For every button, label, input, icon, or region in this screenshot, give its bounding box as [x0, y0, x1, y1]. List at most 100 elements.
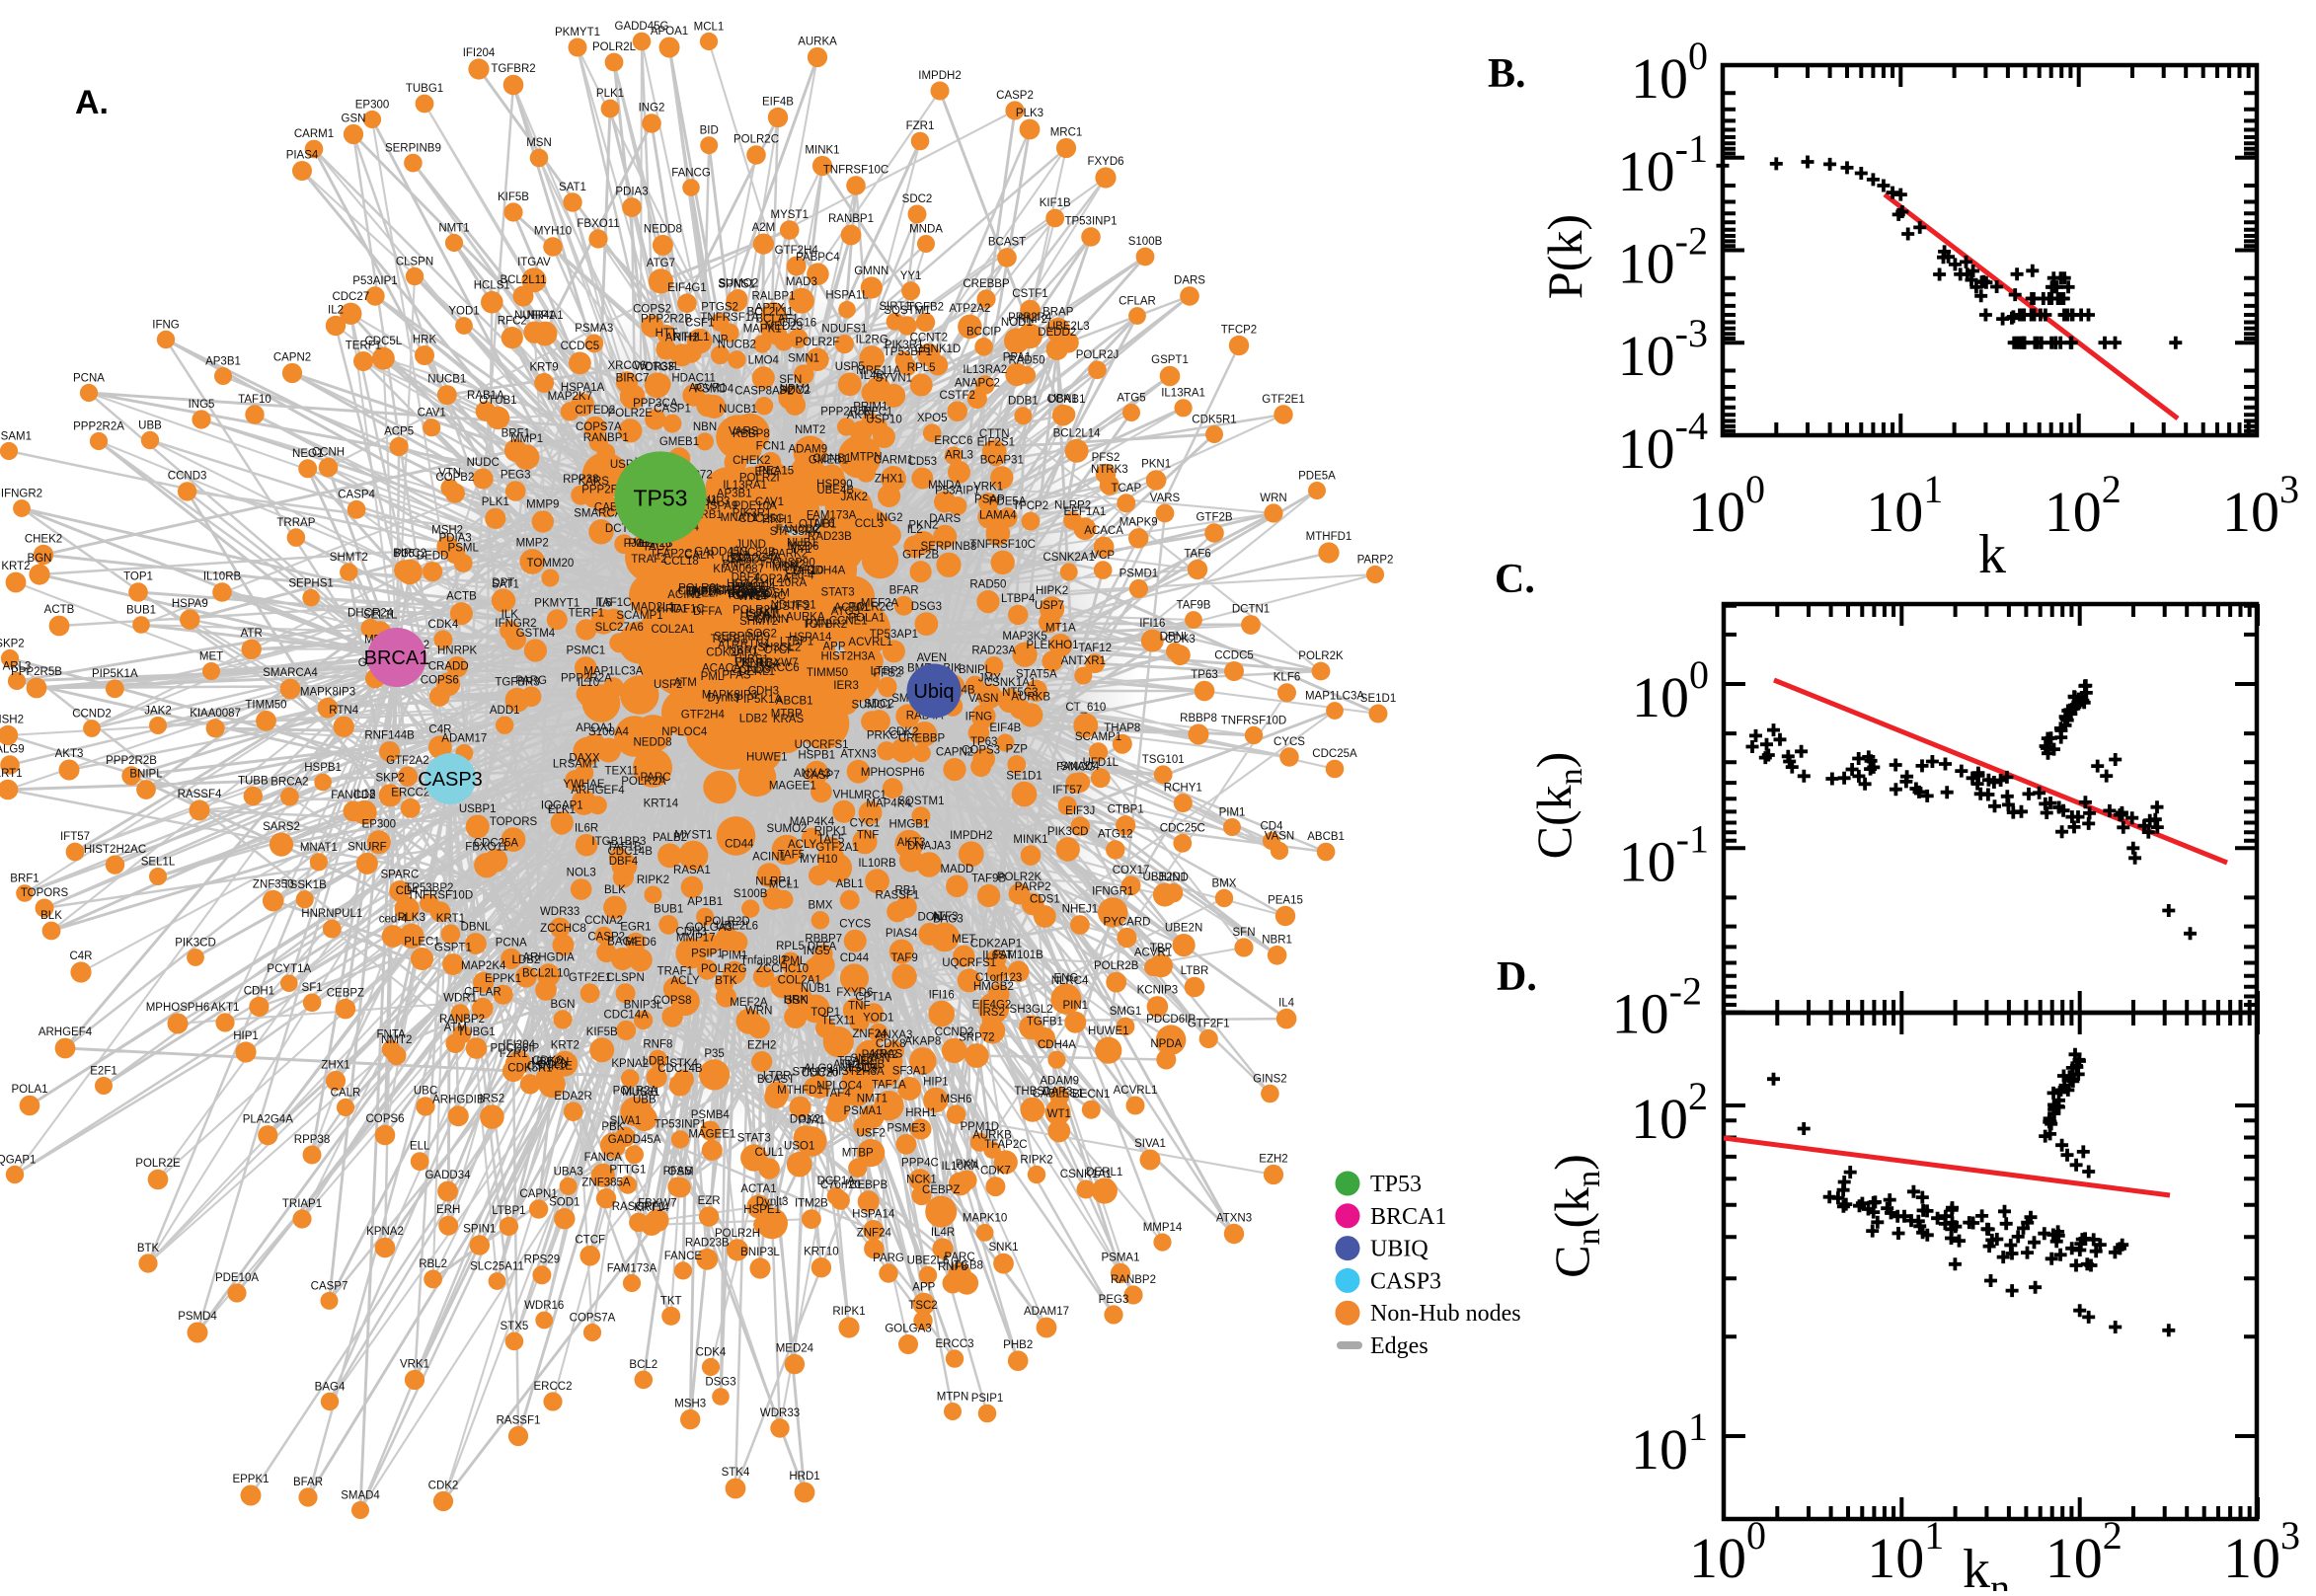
svg-text:CDC25A: CDC25A	[1312, 748, 1357, 760]
svg-text:LTBR: LTBR	[1181, 965, 1209, 977]
svg-text:FBXW7: FBXW7	[638, 1197, 677, 1209]
svg-text:TP53: TP53	[634, 485, 688, 510]
svg-text:PCNA: PCNA	[73, 372, 105, 384]
svg-text:CASP1: CASP1	[654, 403, 691, 415]
svg-text:STK17A: STK17A	[792, 1066, 834, 1078]
svg-text:PDIA3: PDIA3	[438, 532, 471, 544]
svg-text:MPHOSPH6: MPHOSPH6	[146, 1002, 210, 1014]
svg-text:C1orf123: C1orf123	[975, 972, 1022, 984]
svg-text:FXYD6: FXYD6	[1087, 156, 1123, 168]
svg-text:CLSPN: CLSPN	[606, 972, 644, 984]
svg-text:RASSF1: RASSF1	[497, 1414, 541, 1426]
svg-text:YY1: YY1	[900, 270, 922, 282]
svg-text:TOP1: TOP1	[123, 571, 153, 583]
svg-text:SUMO2: SUMO2	[767, 823, 808, 835]
svg-text:ABCB1: ABCB1	[1307, 831, 1345, 843]
svg-text:FBXO11: FBXO11	[577, 218, 619, 230]
svg-text:TAF4: TAF4	[823, 1088, 851, 1100]
svg-text:IL10RA: IL10RA	[942, 1161, 980, 1173]
svg-text:PEA15: PEA15	[758, 466, 794, 478]
svg-text:MAP1LC3A: MAP1LC3A	[583, 666, 643, 678]
svg-text:k: k	[1978, 524, 2006, 585]
svg-text:GTF2H4: GTF2H4	[775, 245, 819, 257]
svg-text:JMY: JMY	[978, 672, 1001, 684]
svg-text:PLEKHO1: PLEKHO1	[1026, 640, 1078, 651]
svg-text:PLA2G4A: PLA2G4A	[731, 552, 781, 564]
svg-text:PSME3: PSME3	[887, 1122, 925, 1134]
svg-text:POLR2H: POLR2H	[715, 1228, 760, 1240]
svg-text:PDCD6IP: PDCD6IP	[1146, 1014, 1196, 1026]
svg-text:10-4: 10-4	[1618, 404, 1708, 481]
svg-text:EPPK1: EPPK1	[485, 973, 521, 985]
svg-text:HIPK2: HIPK2	[1036, 585, 1068, 597]
svg-text:Edges: Edges	[1370, 1333, 1428, 1359]
svg-text:MAPK10: MAPK10	[963, 1213, 1007, 1225]
svg-text:RANBP1: RANBP1	[828, 213, 874, 225]
svg-text:ATM: ATM	[444, 1023, 467, 1034]
svg-text:STX5: STX5	[501, 1321, 529, 1332]
svg-text:COPB2: COPB2	[435, 472, 474, 484]
svg-text:SMG1: SMG1	[1110, 1006, 1142, 1018]
svg-text:CAPN2: CAPN2	[936, 747, 973, 759]
svg-text:PDE10A: PDE10A	[215, 1272, 259, 1284]
svg-text:ANAPC2: ANAPC2	[955, 378, 1000, 390]
svg-text:NUFIP1: NUFIP1	[514, 310, 555, 322]
svg-text:CDK4: CDK4	[428, 619, 459, 631]
svg-text:AP3B1: AP3B1	[205, 356, 241, 368]
svg-text:HSPA1L: HSPA1L	[740, 609, 784, 621]
svg-text:GMNN: GMNN	[854, 266, 888, 277]
svg-text:PPP2R5E: PPP2R5E	[820, 407, 872, 418]
svg-text:TP53BP2: TP53BP2	[720, 585, 768, 597]
svg-text:VTN: VTN	[438, 468, 461, 480]
svg-text:CFLAR: CFLAR	[464, 986, 502, 998]
svg-text:RFC2: RFC2	[498, 316, 527, 328]
svg-text:TP63: TP63	[970, 736, 998, 748]
svg-text:MCL1: MCL1	[694, 21, 725, 33]
svg-text:NLRC4: NLRC4	[1051, 975, 1089, 987]
svg-text:NOD1: NOD1	[1001, 317, 1033, 329]
svg-text:BTK: BTK	[137, 1243, 160, 1254]
svg-text:RASSF1: RASSF1	[876, 889, 920, 901]
svg-text:MMP17: MMP17	[676, 932, 716, 944]
svg-text:ITGB8: ITGB8	[951, 1260, 983, 1272]
svg-text:COX17: COX17	[1113, 865, 1150, 876]
svg-text:HNRNPUL1: HNRNPUL1	[301, 908, 362, 920]
svg-text:HMGB2: HMGB2	[973, 981, 1014, 993]
svg-text:ATG5: ATG5	[831, 606, 860, 618]
svg-text:PLA2G4A: PLA2G4A	[243, 1114, 293, 1126]
svg-text:TP53BP1: TP53BP1	[884, 346, 932, 358]
svg-text:Dynlt3: Dynlt3	[756, 1196, 789, 1208]
svg-text:MYST1: MYST1	[674, 829, 712, 841]
svg-text:TAF6: TAF6	[808, 518, 834, 530]
svg-text:XPO5: XPO5	[917, 413, 948, 424]
svg-text:USP7: USP7	[1035, 600, 1064, 612]
svg-text:PTTG1: PTTG1	[609, 1165, 646, 1177]
svg-text:VASN: VASN	[1265, 830, 1294, 842]
svg-text:LTBP4: LTBP4	[1001, 593, 1036, 605]
svg-text:TP53BP2: TP53BP2	[405, 882, 453, 894]
svg-text:IL2: IL2	[907, 524, 923, 536]
svg-text:NUDC: NUDC	[467, 457, 500, 469]
svg-text:PABPC4: PABPC4	[796, 252, 840, 264]
svg-text:TAF1C: TAF1C	[596, 597, 632, 609]
svg-text:UBE2N: UBE2N	[1165, 923, 1202, 935]
svg-text:IRS2: IRS2	[480, 1094, 505, 1105]
svg-text:BFAR: BFAR	[889, 584, 919, 596]
svg-text:ACTB: ACTB	[446, 591, 477, 603]
svg-text:RIPK1: RIPK1	[814, 826, 847, 838]
svg-text:IFT57: IFT57	[1052, 785, 1082, 797]
svg-text:PFS2: PFS2	[1092, 452, 1120, 464]
svg-text:TP53: TP53	[1370, 1172, 1422, 1197]
svg-text:PEA15: PEA15	[1268, 894, 1303, 906]
svg-text:TERF1: TERF1	[346, 341, 381, 352]
svg-text:TOMM20: TOMM20	[527, 558, 575, 570]
svg-text:JAK2: JAK2	[841, 492, 869, 503]
svg-text:HSPA1L: HSPA1L	[825, 289, 869, 301]
svg-text:CDC14B: CDC14B	[657, 1063, 703, 1075]
svg-text:IL6: IL6	[595, 598, 611, 610]
svg-text:TGFB1: TGFB1	[711, 634, 747, 646]
svg-text:ADAM9: ADAM9	[788, 443, 827, 455]
svg-text:ARHGEF4: ARHGEF4	[571, 785, 625, 797]
svg-text:PSIP1: PSIP1	[971, 1393, 1004, 1405]
svg-text:BIRC7: BIRC7	[616, 373, 650, 385]
